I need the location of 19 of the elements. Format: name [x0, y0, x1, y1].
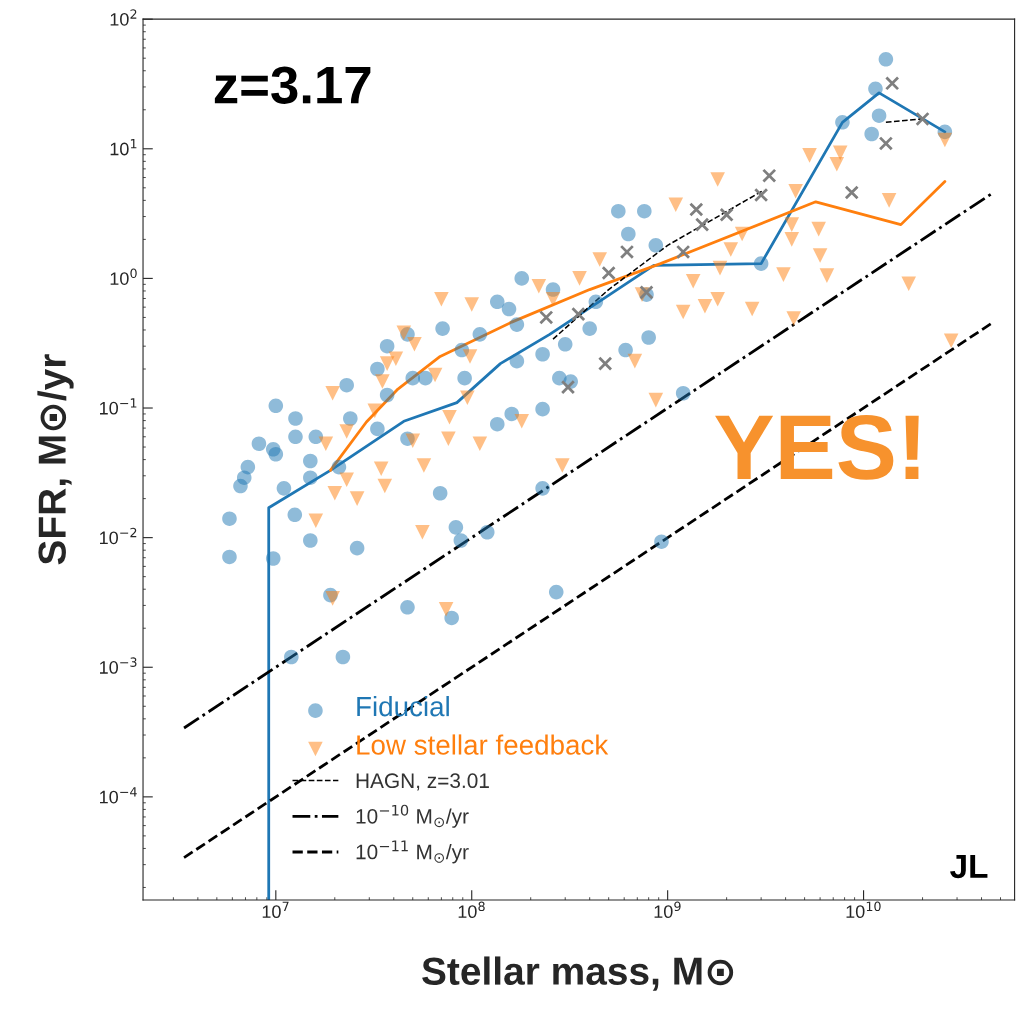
- y-tick-label: 10$^{−4}$: [100, 787, 137, 804]
- x-axis-title: Stellar mass, M⊙: [422, 956, 734, 991]
- annotation: z=3.17: [214, 66, 371, 104]
- y-tick-label: 10$^{1}$: [110, 139, 137, 156]
- legend-label: 10$^{−11}$ M$_{⊙}$/yr: [356, 840, 469, 864]
- x-tick-label: 10$^{10}$: [846, 901, 881, 919]
- x-tick-label: 10$^{8}$: [458, 901, 485, 919]
- y-tick-label: 10$^{−1}$: [100, 398, 137, 415]
- y-tick-label: 10$^{−2}$: [100, 527, 137, 545]
- y-tick-label: 10$^{2}$: [110, 9, 137, 26]
- y-axis-title: SFR, M⊙/yr: [37, 354, 74, 565]
- legend-label: HAGN, z=3.01: [356, 773, 489, 791]
- legend-label: 10$^{−10}$ M$_{⊙}$/yr: [356, 804, 469, 828]
- annotation: JL: [950, 854, 988, 879]
- x-tick-label: 10$^{7}$: [262, 901, 289, 919]
- x-tick-label: 10$^{9}$: [654, 901, 681, 919]
- y-tick-label: 10$^{0}$: [110, 268, 137, 285]
- legend-label: Low stellar feedback: [357, 734, 609, 755]
- y-tick-label: 10$^{−3}$: [100, 657, 137, 674]
